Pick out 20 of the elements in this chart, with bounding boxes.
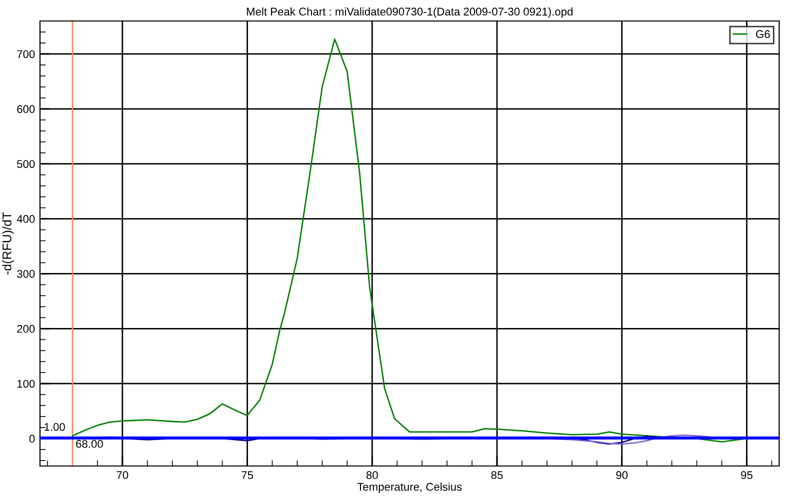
y-tick-label: 200 [17,324,35,333]
x-tick-label: 95 [741,471,752,480]
y-tick-label: 700 [17,50,35,58]
x-tick-label: 85 [491,471,503,480]
legend-label: G6 [756,30,770,38]
y-tick-label: 100 [17,380,35,388]
y-tick-label: 0 [29,434,35,443]
y-tick-label: 600 [17,105,35,114]
chart-title: Melt Peak Chart : miValidate090730-1(Data 2009-07-30 0921).opd [246,7,572,18]
x-tick-label: 70 [116,471,128,480]
x-axis-title: Temperature, Celsius [357,482,462,493]
y-tick-label: 300 [17,270,35,278]
ref-line-label: 1.00 [44,422,65,431]
x-tick-label: 80 [366,471,378,480]
x-tick-label: 75 [242,471,253,480]
ref-line-label: 68.00 [76,440,103,448]
y-tick-label: 400 [16,215,35,223]
y-tick-label: 500 [17,160,35,168]
x-tick-label: 90 [616,471,628,480]
y-axis-title: -d(RFU)/dT [2,212,14,275]
